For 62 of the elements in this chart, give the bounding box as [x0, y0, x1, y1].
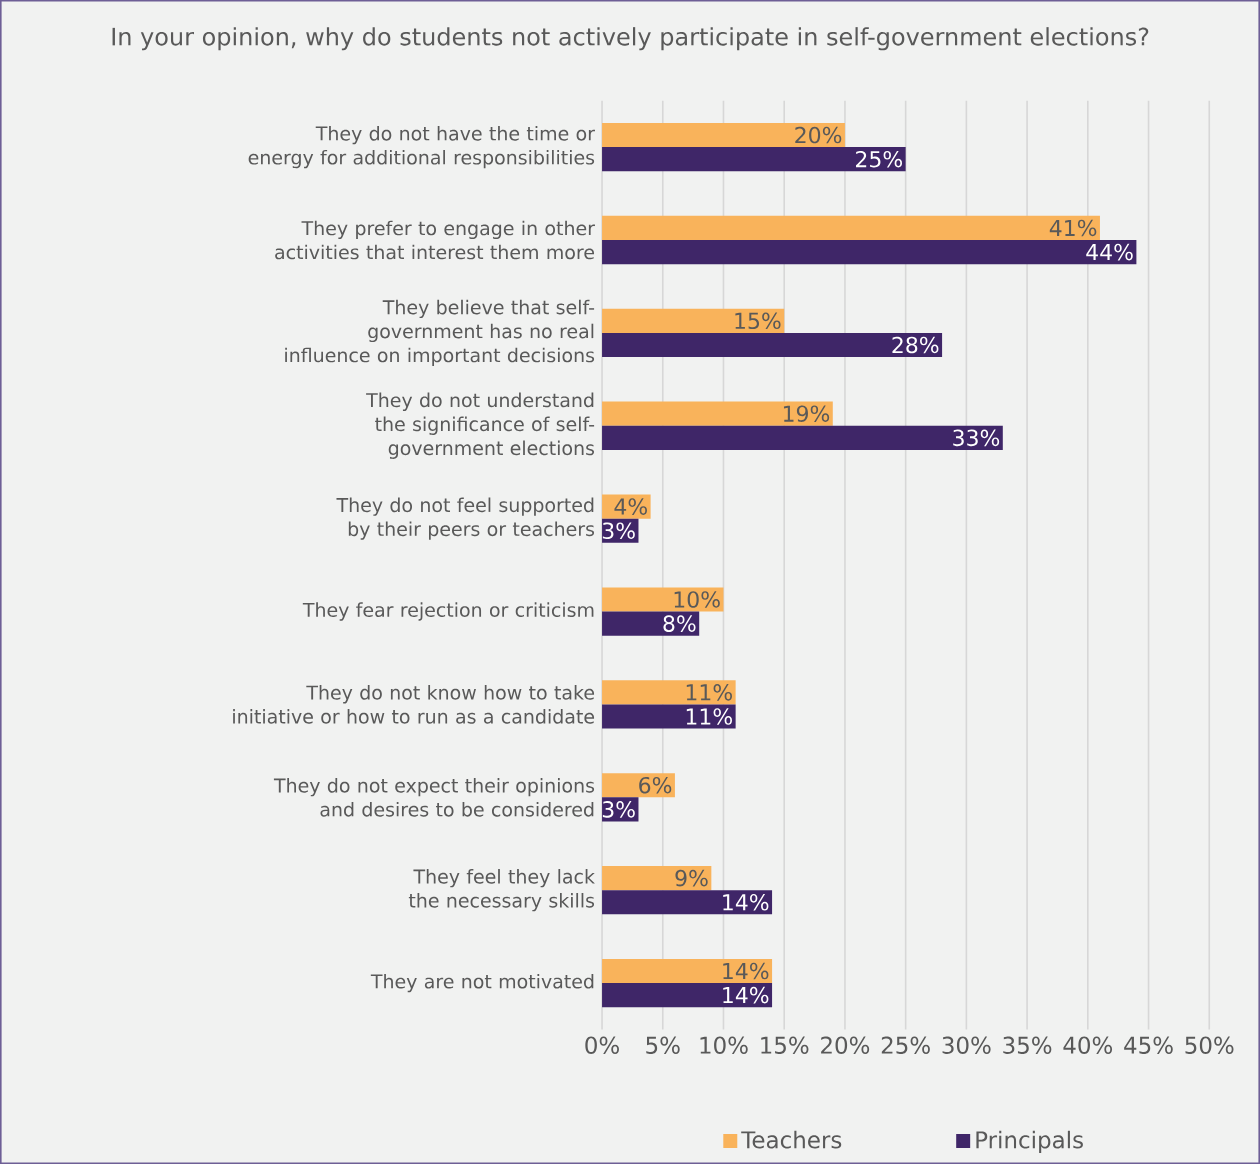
data-label: 14%: [723, 986, 769, 1004]
x-tick-label: 35%: [1003, 1036, 1052, 1054]
bar: [602, 308, 785, 333]
data-label: 28%: [892, 336, 939, 354]
y-tick-label: They prefer to engage in other activities that interest them more: [275, 220, 595, 260]
y-tick-label: They fear rejection or criticism: [302, 602, 594, 621]
x-tick-label: 10%: [700, 1036, 748, 1054]
data-label: 4%: [614, 498, 647, 515]
bar: [602, 773, 675, 798]
x-tick-label: 0%: [585, 1036, 619, 1054]
bar: [602, 611, 700, 636]
bar: [602, 890, 773, 915]
bar: [602, 239, 1137, 265]
data-label: 33%: [953, 429, 1000, 447]
y-tick-label: They are not motivated: [370, 973, 594, 993]
data-label: 10%: [674, 591, 720, 608]
y-tick-label: They feel they lack the necessary skills: [408, 868, 595, 912]
bar: [602, 587, 724, 612]
legend-label: Teachers: [741, 1130, 842, 1149]
bar: [602, 704, 736, 729]
y-tick-label: They do not have the time or energy for additional responsibilities: [248, 125, 595, 169]
data-label: 20%: [795, 126, 842, 144]
y-tick-label: They do not feel supported by their peers or teachers: [336, 497, 595, 540]
x-tick-label: 40%: [1063, 1036, 1113, 1054]
bar: [602, 865, 712, 891]
data-label: 44%: [1086, 243, 1133, 261]
x-tick-label: 25%: [881, 1036, 930, 1054]
bar: [602, 494, 651, 519]
data-label: 8%: [663, 615, 696, 632]
y-tick-label: They do not know how to take initiative or how to run as a candidate: [233, 685, 595, 724]
x-tick-label: 30%: [942, 1036, 991, 1054]
y-tick-label: They do not understand the significance of self-government elections: [366, 392, 595, 459]
bar: [602, 958, 773, 983]
data-label: 6%: [639, 776, 672, 794]
bar: [602, 215, 1100, 240]
data-label: 9%: [675, 869, 708, 887]
chart-title: In your opinion, why do students not actively participate in self-government elections?: [112, 27, 1149, 51]
x-tick-label: 50%: [1185, 1036, 1234, 1054]
data-label: 11%: [686, 683, 732, 701]
bar: [602, 401, 833, 426]
bar: [602, 680, 736, 705]
bar: [602, 122, 845, 148]
bar: [602, 983, 773, 1008]
data-label: 19%: [783, 405, 830, 422]
bar: [602, 425, 1003, 450]
data-label: 15%: [735, 312, 781, 330]
y-tick-label: They do not expect their opinions and desires to be considered: [273, 777, 595, 817]
data-label: 14%: [723, 893, 769, 911]
x-tick-label: 15%: [761, 1036, 809, 1054]
y-tick-label: They believe that self-government has no real influence on important decisions: [285, 299, 595, 366]
data-label: 3%: [602, 801, 635, 818]
bar: [602, 332, 943, 357]
data-label: 14%: [723, 962, 769, 980]
data-label: 41%: [1049, 219, 1097, 237]
data-label: 25%: [856, 150, 903, 168]
x-tick-label: 20%: [821, 1036, 870, 1054]
bar: [602, 147, 906, 172]
x-tick-label: 5%: [646, 1036, 680, 1054]
legend-label: Principals: [976, 1130, 1083, 1153]
x-tick-label: 45%: [1124, 1036, 1173, 1054]
data-label: 3%: [602, 522, 635, 539]
data-label: 11%: [686, 708, 732, 725]
